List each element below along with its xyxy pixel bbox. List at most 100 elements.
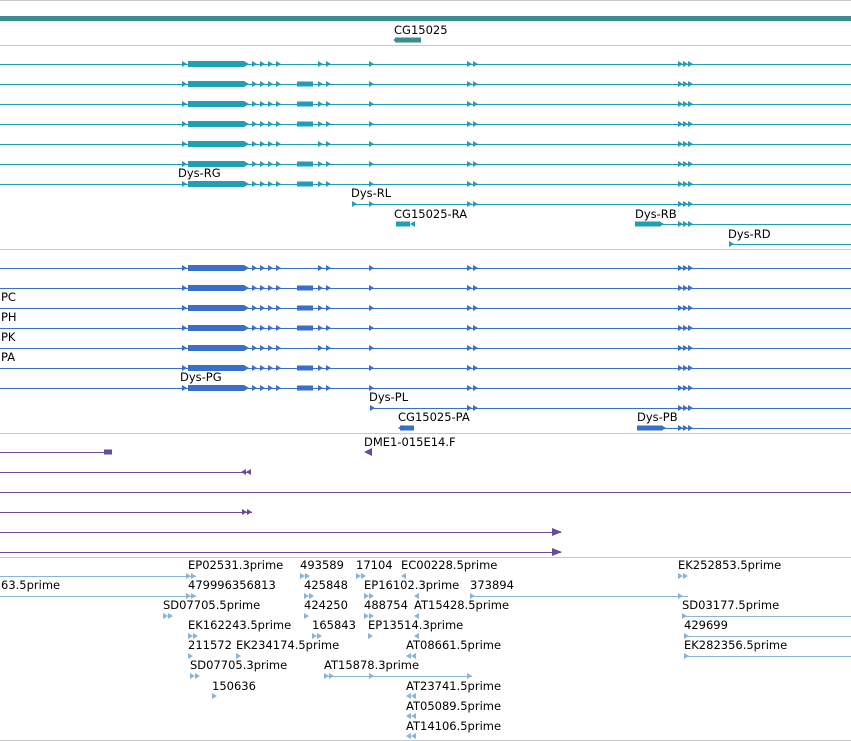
exon-arrow[interactable] [182, 181, 187, 187]
exon-arrow[interactable] [182, 61, 187, 67]
exon-arrow[interactable] [473, 325, 478, 331]
exon-arrow[interactable] [318, 161, 323, 167]
exon-arrow[interactable] [252, 121, 257, 127]
exon-arrow[interactable] [688, 385, 693, 391]
exon-arrow[interactable] [683, 405, 688, 411]
exon-arrow[interactable] [241, 469, 246, 475]
exon-arrow[interactable] [688, 141, 693, 147]
exon-arrow[interactable] [244, 121, 249, 127]
exon-arrow[interactable] [683, 325, 688, 331]
exon-arrow[interactable] [467, 201, 472, 207]
est-label[interactable]: SD07705.5prime [163, 598, 261, 612]
exon-arrow[interactable] [369, 365, 374, 371]
exon-arrow[interactable] [252, 365, 257, 371]
exon-arrow[interactable] [190, 673, 195, 679]
exon-arrow[interactable] [268, 265, 273, 271]
exon-arrow[interactable] [260, 61, 265, 67]
transcript-label[interactable]: Dys-RD [728, 227, 771, 241]
exon-arrow[interactable] [678, 121, 683, 127]
exon-arrow[interactable] [467, 81, 472, 87]
exon-arrow[interactable] [318, 181, 323, 187]
exon-arrow[interactable] [467, 265, 472, 271]
exon-arrow[interactable] [244, 285, 249, 291]
est-label[interactable]: AT15878.3prime [324, 658, 420, 672]
exon-arrow[interactable] [244, 161, 249, 167]
exon-arrow[interactable] [182, 161, 187, 167]
exon-arrow[interactable] [688, 305, 693, 311]
exon-arrow[interactable] [182, 325, 187, 331]
exon-arrow[interactable] [369, 345, 374, 351]
exon-arrow[interactable] [369, 385, 374, 391]
est-label[interactable]: 493589 [300, 558, 344, 572]
exon-arrow[interactable] [369, 61, 374, 67]
exon-arrow[interactable] [305, 573, 310, 579]
exon-arrow[interactable] [688, 61, 693, 67]
exon-arrow[interactable] [369, 593, 374, 599]
exon-arrow[interactable] [678, 365, 683, 371]
exon-arrow[interactable] [252, 81, 257, 87]
exon-arrow[interactable] [318, 141, 323, 147]
exon-arrow[interactable] [276, 265, 281, 271]
exon-arrow[interactable] [276, 141, 281, 147]
exon-arrow[interactable] [411, 733, 416, 739]
exon-arrow[interactable] [369, 161, 374, 167]
clone-end[interactable] [552, 548, 562, 556]
exon-block[interactable] [188, 285, 244, 291]
exon-arrow[interactable] [473, 345, 478, 351]
exon-arrow[interactable] [326, 161, 331, 167]
exon-arrow[interactable] [473, 365, 478, 371]
exon-arrow[interactable] [324, 673, 329, 679]
exon-arrow[interactable] [688, 325, 693, 331]
exon-arrow[interactable] [688, 265, 693, 271]
exon-arrow[interactable] [326, 325, 331, 331]
exon-arrow[interactable] [326, 101, 331, 107]
exon-arrow[interactable] [212, 693, 217, 699]
exon-arrow[interactable] [688, 221, 693, 227]
exon-arrow[interactable] [683, 101, 688, 107]
exon-arrow[interactable] [467, 121, 472, 127]
exon-block[interactable] [188, 181, 244, 187]
exon-block[interactable] [188, 141, 244, 147]
exon-arrow[interactable] [364, 593, 369, 599]
exon-arrow[interactable] [470, 593, 475, 599]
est-label[interactable]: EC00228.5prime [401, 558, 498, 572]
exon-arrow[interactable] [678, 573, 683, 579]
est-label[interactable]: EK162243.5prime [188, 618, 292, 632]
exon-arrow[interactable] [473, 121, 478, 127]
exon-arrow[interactable] [326, 365, 331, 371]
exon-arrow[interactable] [260, 265, 265, 271]
gene-track-bar[interactable] [0, 16, 851, 21]
exon-arrow[interactable] [688, 81, 693, 87]
exon-arrow[interactable] [729, 241, 734, 247]
exon-arrow[interactable] [414, 593, 419, 599]
protein-label[interactable]: Dys-PB [637, 410, 678, 424]
exon-arrow[interactable] [393, 37, 398, 43]
exon-arrow[interactable] [326, 81, 331, 87]
exon-block[interactable] [188, 81, 244, 87]
exon-arrow[interactable] [268, 101, 273, 107]
exon-arrow[interactable] [688, 365, 693, 371]
exon-arrow[interactable] [312, 633, 317, 639]
exon-arrow[interactable] [467, 365, 472, 371]
est-label[interactable]: EK282356.5prime [684, 638, 788, 652]
exon-arrow[interactable] [182, 81, 187, 87]
exon-arrow[interactable] [361, 573, 366, 579]
exon-arrow[interactable] [467, 305, 472, 311]
exon-arrow[interactable] [678, 593, 683, 599]
est-label[interactable]: 150636 [212, 679, 256, 693]
exon-arrow[interactable] [276, 81, 281, 87]
exon-arrow[interactable] [678, 141, 683, 147]
exon-arrow[interactable] [678, 325, 683, 331]
exon-arrow[interactable] [252, 385, 257, 391]
exon-arrow[interactable] [304, 613, 309, 619]
exon-arrow[interactable] [411, 693, 416, 699]
exon-block[interactable] [297, 305, 313, 311]
exon-arrow[interactable] [268, 365, 273, 371]
exon-arrow[interactable] [473, 265, 478, 271]
exon-block[interactable] [635, 221, 659, 227]
exon-arrow[interactable] [683, 121, 688, 127]
est-label[interactable]: 479996356813 [188, 578, 276, 592]
exon-block[interactable] [395, 37, 421, 43]
transcript-label[interactable]: CG15025-RA [394, 207, 468, 221]
